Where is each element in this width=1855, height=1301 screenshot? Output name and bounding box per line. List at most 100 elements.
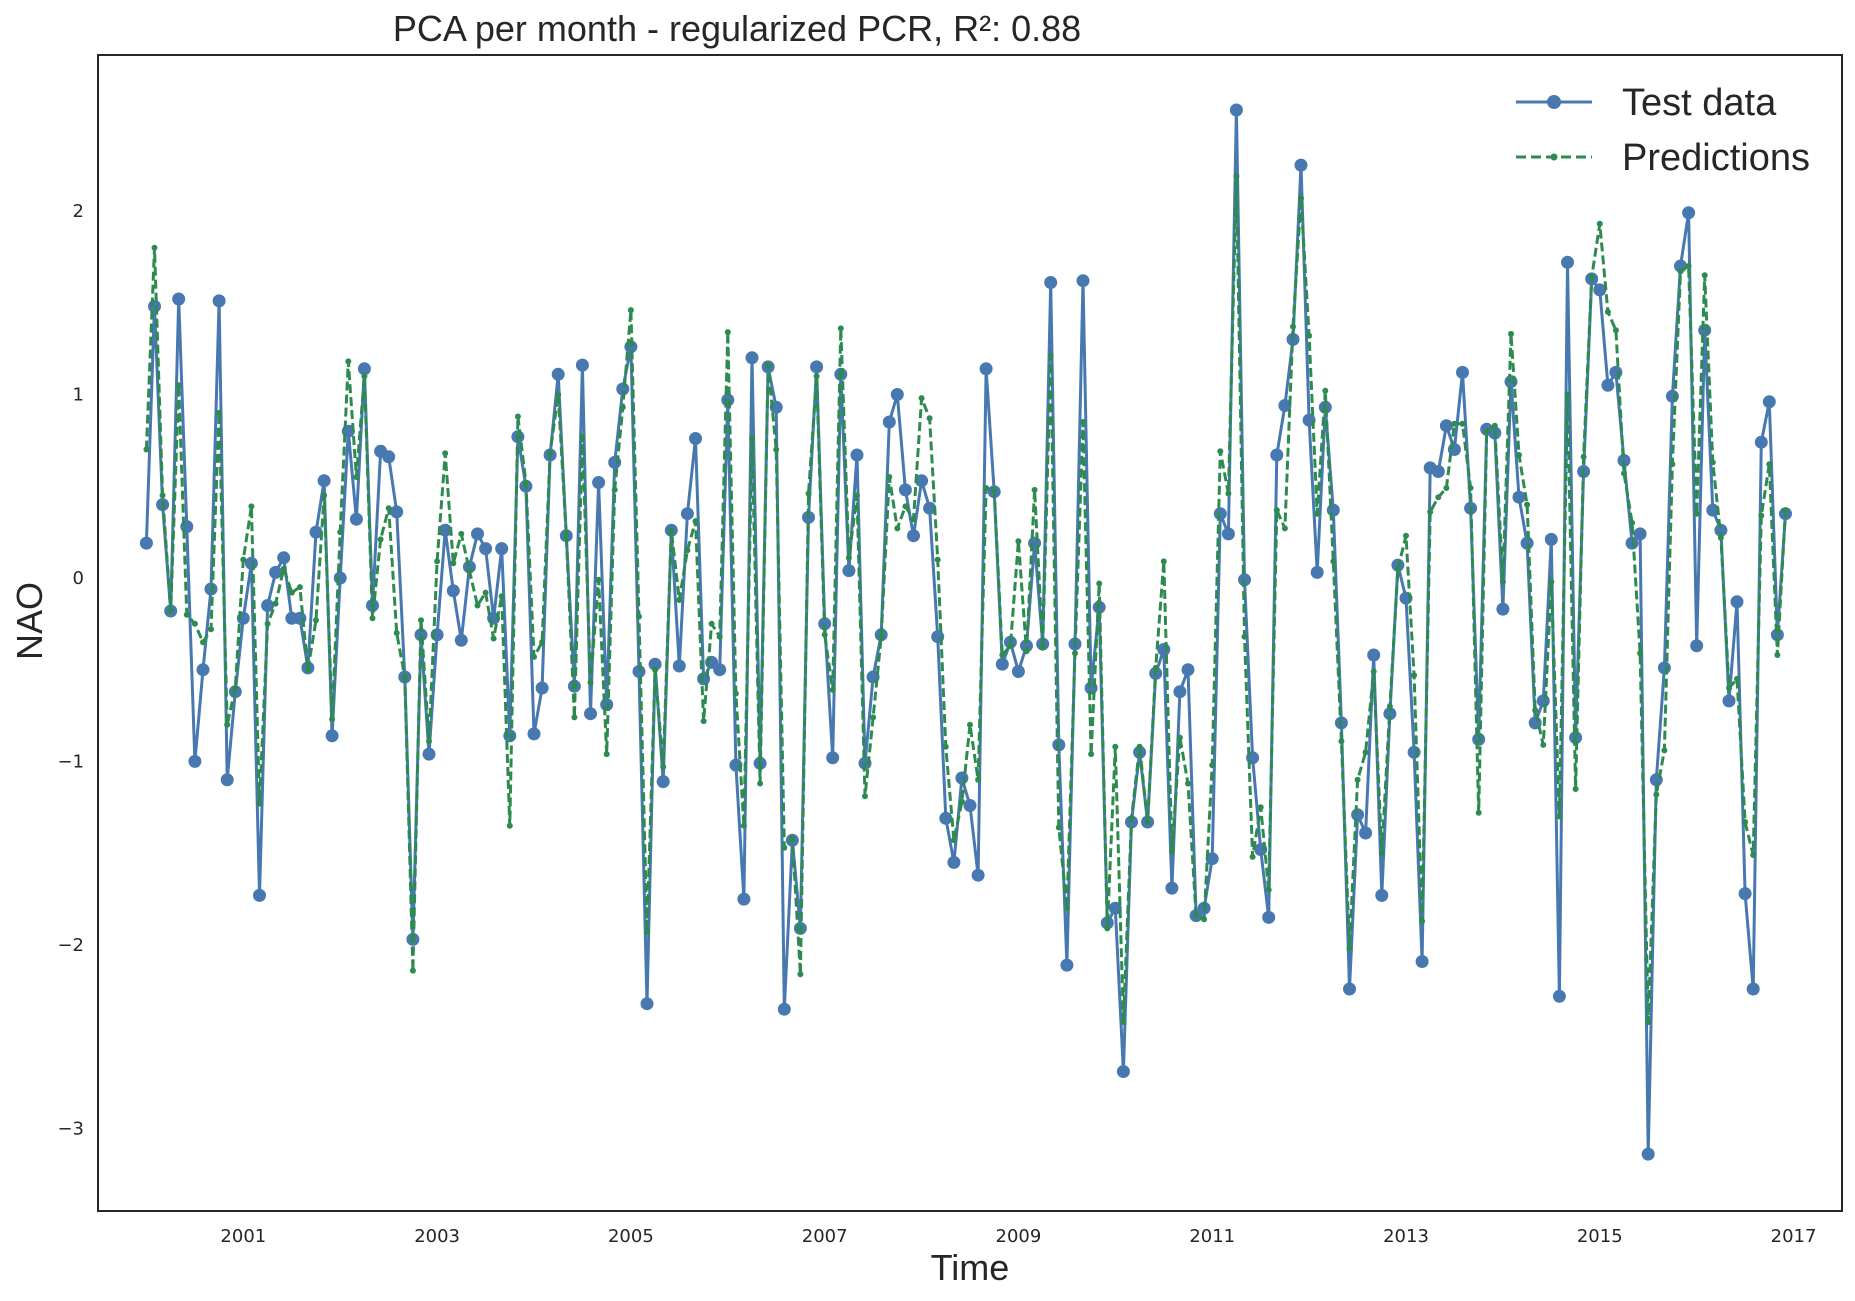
test-data-point xyxy=(212,294,226,308)
predictions-point xyxy=(587,679,594,686)
predictions-point xyxy=(337,529,344,536)
test-data-point xyxy=(1173,685,1187,699)
predictions-point xyxy=(1782,507,1789,514)
predictions-point xyxy=(603,751,610,758)
predictions-point xyxy=(531,653,537,660)
y-tick-label: −2 xyxy=(57,935,84,956)
predictions-point xyxy=(1023,648,1030,655)
predictions-point xyxy=(1063,905,1070,912)
predictions-point xyxy=(183,611,190,618)
predictions-point xyxy=(1096,580,1103,587)
test-data-point xyxy=(527,727,541,741)
predictions-point xyxy=(377,536,384,543)
predictions-point xyxy=(1233,173,1240,180)
predictions-point xyxy=(418,617,424,624)
predictions-point xyxy=(1362,749,1369,756)
test-data-point xyxy=(592,476,606,489)
y-tick-label: −1 xyxy=(57,751,84,772)
test-data-point xyxy=(269,565,283,579)
test-data-point xyxy=(745,351,759,365)
test-data-point xyxy=(317,474,331,488)
predictions-point xyxy=(321,492,328,499)
predictions-point xyxy=(878,633,885,640)
test-data-point xyxy=(253,888,266,902)
legend: Test data Predictions xyxy=(1516,82,1810,179)
predictions-point xyxy=(1225,490,1232,497)
predictions-point xyxy=(797,971,804,978)
predictions-point xyxy=(1055,824,1062,831)
predictions-point xyxy=(1766,461,1773,468)
test-data-point xyxy=(1722,694,1736,708)
y-axis-label: NAO xyxy=(9,582,50,660)
predictions-point xyxy=(1088,751,1095,758)
predictions-point xyxy=(280,565,287,572)
test-data-point xyxy=(584,707,597,721)
test-data-point xyxy=(1770,628,1784,642)
test-data-point xyxy=(1665,389,1679,403)
test-data-point xyxy=(1552,989,1566,1003)
predictions-point xyxy=(1314,510,1321,517)
predictions-point xyxy=(1572,786,1579,792)
predictions-point xyxy=(1298,195,1304,202)
x-tick-label: 2011 xyxy=(1189,1226,1235,1247)
test-data-point xyxy=(188,754,202,768)
predictions-point xyxy=(426,738,432,745)
predictions-point xyxy=(829,686,836,693)
x-axis-ticks: 2001 2003 2005 2007 2009 2011 2013 2015 2017 xyxy=(220,1226,1816,1247)
predictions-point xyxy=(1774,652,1781,658)
test-data-point xyxy=(810,360,824,374)
predictions-point xyxy=(636,613,642,620)
predictions-point xyxy=(1209,762,1216,769)
predictions-point xyxy=(1726,685,1732,691)
test-data-point xyxy=(713,663,727,677)
test-data-point xyxy=(640,997,654,1011)
predictions-point xyxy=(522,479,529,486)
predictions-point xyxy=(555,391,562,398)
predictions-point xyxy=(789,835,796,842)
x-tick-label: 2013 xyxy=(1383,1226,1429,1247)
predictions-point xyxy=(910,516,917,523)
predictions-point xyxy=(1661,747,1668,754)
predictions-point xyxy=(1540,741,1547,748)
predictions-point xyxy=(1588,274,1595,280)
series-layer xyxy=(139,103,1792,1161)
test-data-line xyxy=(144,108,1787,1156)
predictions-point xyxy=(547,450,554,457)
predictions-point xyxy=(159,492,166,499)
predictions-point xyxy=(167,608,174,614)
predictions-point xyxy=(644,929,650,936)
test-data-point xyxy=(462,560,476,574)
predictions-point xyxy=(1629,519,1636,526)
predictions-point xyxy=(1168,848,1175,855)
predictions-point xyxy=(1281,525,1288,532)
test-data-point xyxy=(979,362,993,376)
predictions-point xyxy=(409,967,416,974)
test-data-point xyxy=(139,536,153,550)
test-data-point xyxy=(1609,365,1623,379)
predictions-point xyxy=(1411,672,1418,679)
test-data-point xyxy=(357,362,371,376)
predictions-point xyxy=(837,325,844,332)
predictions-point xyxy=(749,435,755,442)
predictions-point xyxy=(514,413,521,420)
predictions-point xyxy=(942,743,949,750)
predictions-point xyxy=(232,685,239,691)
predictions-point xyxy=(458,530,465,537)
predictions-point xyxy=(1427,508,1434,515)
predictions-point xyxy=(1080,419,1086,425)
predictions-point xyxy=(870,714,877,721)
predictions-point xyxy=(434,558,441,565)
predictions-point xyxy=(1346,945,1353,952)
test-data-point xyxy=(1657,661,1671,675)
predictions-point xyxy=(272,600,279,607)
test-data-point xyxy=(907,529,920,543)
predictions-point xyxy=(563,532,570,539)
predictions-point xyxy=(854,492,860,499)
predictions-point xyxy=(805,490,812,497)
predictions-point xyxy=(571,714,578,721)
predictions-point xyxy=(1120,1019,1127,1025)
test-data-point xyxy=(446,584,460,598)
predictions-point xyxy=(781,844,788,851)
test-data-point xyxy=(737,892,751,906)
predictions-point xyxy=(1758,512,1765,519)
